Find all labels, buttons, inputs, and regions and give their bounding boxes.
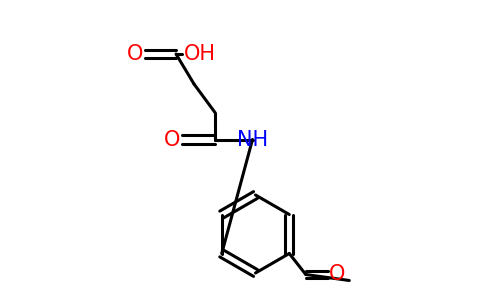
Text: NH: NH	[237, 130, 268, 149]
Text: O: O	[127, 44, 143, 64]
Text: O: O	[164, 130, 181, 149]
Text: O: O	[329, 265, 345, 284]
Text: OH: OH	[183, 44, 215, 64]
